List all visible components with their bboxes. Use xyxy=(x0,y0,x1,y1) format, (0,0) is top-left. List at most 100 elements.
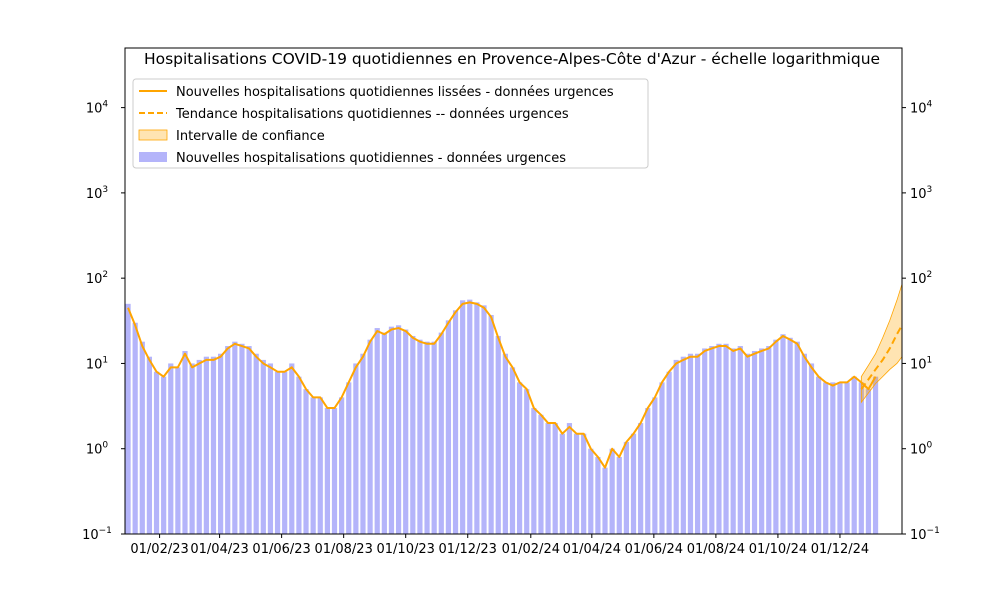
bar xyxy=(816,376,822,534)
bar xyxy=(417,339,423,534)
legend-label: Tendance hospitalisations quotidiennes -… xyxy=(175,107,569,122)
bar xyxy=(346,382,352,534)
bar xyxy=(203,356,209,534)
bar xyxy=(538,414,544,534)
bar xyxy=(474,302,480,534)
bar xyxy=(367,339,373,534)
y-tick-label-left: 104 xyxy=(86,100,109,117)
y-tick-label-right: 104 xyxy=(910,100,933,117)
bar xyxy=(175,367,181,534)
bar xyxy=(730,348,736,534)
bar xyxy=(773,339,779,534)
bar xyxy=(794,341,800,534)
bar xyxy=(801,353,807,534)
bar xyxy=(638,423,644,534)
bar xyxy=(659,382,665,534)
bar xyxy=(438,332,444,534)
smoothed-line xyxy=(127,301,877,469)
bar xyxy=(694,353,701,534)
bar xyxy=(787,337,793,534)
y-tick-label-right: 103 xyxy=(910,185,932,202)
bar xyxy=(495,335,501,534)
bar xyxy=(161,376,167,534)
x-tick-label: 01/12/24 xyxy=(811,542,869,557)
bar xyxy=(602,467,608,534)
bar xyxy=(395,325,402,534)
bar xyxy=(289,363,295,534)
bar xyxy=(274,371,281,534)
bar xyxy=(452,310,459,534)
bar xyxy=(502,353,508,534)
bar xyxy=(488,314,494,534)
bar xyxy=(310,397,316,534)
bar xyxy=(581,433,587,534)
x-tick-label: 01/12/23 xyxy=(439,542,497,557)
chart-title: Hospitalisations COVID-19 quotidiennes e… xyxy=(144,50,880,68)
bar xyxy=(652,397,658,534)
legend-swatch-band xyxy=(138,129,168,141)
legend-label: Nouvelles hospitalisations quotidiennes … xyxy=(176,151,566,166)
x-tick-label: 01/06/24 xyxy=(625,542,683,557)
bar xyxy=(132,322,138,534)
bar xyxy=(759,348,765,534)
bar xyxy=(766,346,772,534)
y-tick-label-right: 101 xyxy=(910,355,932,372)
bar xyxy=(573,433,580,534)
axes-layer: 10−1 10−1 100 100 101 101 102 102 103 103 104 104 01… xyxy=(82,47,940,557)
bar xyxy=(232,341,238,534)
bar xyxy=(324,408,330,534)
bar xyxy=(552,423,558,534)
bar xyxy=(267,363,274,534)
bar xyxy=(702,348,708,534)
bar xyxy=(524,389,530,534)
bar xyxy=(381,332,387,534)
lines-layer xyxy=(127,301,903,469)
bar xyxy=(146,356,153,534)
bar xyxy=(431,341,437,534)
y-tick-label-right: 10−1 xyxy=(910,526,940,543)
x-tick-label: 01/06/23 xyxy=(252,542,310,557)
bar xyxy=(353,363,359,534)
bar xyxy=(360,353,366,534)
bar xyxy=(559,433,565,534)
bar xyxy=(317,397,323,534)
x-tick-label: 01/02/23 xyxy=(130,542,188,557)
bar xyxy=(645,408,651,534)
bar xyxy=(737,346,743,534)
bar xyxy=(545,423,551,534)
bar xyxy=(858,382,864,534)
legend-label: Intervalle de confiance xyxy=(176,129,325,144)
x-tick-label: 01/08/23 xyxy=(314,542,372,557)
bar xyxy=(331,408,338,534)
bar xyxy=(865,389,872,534)
bar xyxy=(808,363,815,534)
legend-label: Nouvelles hospitalisations quotidiennes … xyxy=(176,85,614,100)
bar xyxy=(566,423,573,534)
bar xyxy=(125,303,131,534)
bar xyxy=(388,326,395,534)
bar xyxy=(189,363,195,534)
y-tick-label-left: 101 xyxy=(86,355,108,372)
bar xyxy=(168,363,174,534)
bar xyxy=(210,356,217,534)
bar xyxy=(481,305,487,534)
bar xyxy=(851,376,857,534)
bar xyxy=(339,397,345,534)
y-tick-label-left: 100 xyxy=(86,441,109,458)
bar xyxy=(225,346,231,534)
y-tick-label-left: 102 xyxy=(86,270,108,287)
bar xyxy=(282,371,288,534)
y-tick-label-left: 10−1 xyxy=(82,526,112,543)
legend-swatch-bar xyxy=(139,152,167,162)
bar xyxy=(830,382,836,534)
bar xyxy=(445,320,452,534)
bar xyxy=(517,382,523,534)
legend-box xyxy=(132,78,649,169)
bar xyxy=(630,433,637,534)
bar xyxy=(673,359,679,534)
bar xyxy=(723,343,729,534)
bar xyxy=(616,456,622,534)
bar xyxy=(467,299,473,534)
bar xyxy=(709,346,715,534)
